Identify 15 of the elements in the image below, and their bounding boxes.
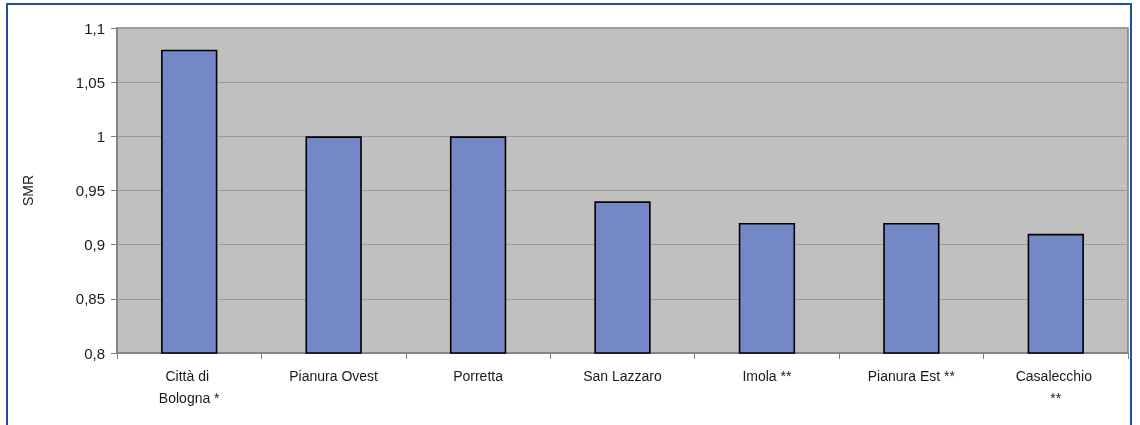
x-tick-label: Imola ** <box>742 368 792 384</box>
y-tick-label: 0,9 <box>84 236 105 254</box>
y-tick-label: 0,85 <box>75 290 105 308</box>
y-tick-label: 1,05 <box>75 73 105 91</box>
x-tick-label: San Lazzaro <box>583 368 663 384</box>
x-tick-label: Porretta <box>453 368 504 384</box>
x-tick-label: Pianura Est ** <box>867 368 956 384</box>
y-tick-label: 1,1 <box>84 19 105 37</box>
y-tick-label: 0,95 <box>75 182 105 199</box>
x-tick-label: Pianura Ovest <box>289 368 379 384</box>
x-tick-label: Città di Bologna * <box>158 368 221 406</box>
x-tick-label: Casalecchio ** <box>1015 368 1096 406</box>
y-tick-label: 1 <box>96 127 105 145</box>
y-tick-label: 0,8 <box>84 344 105 362</box>
y-axis-title: SMR <box>20 174 36 207</box>
